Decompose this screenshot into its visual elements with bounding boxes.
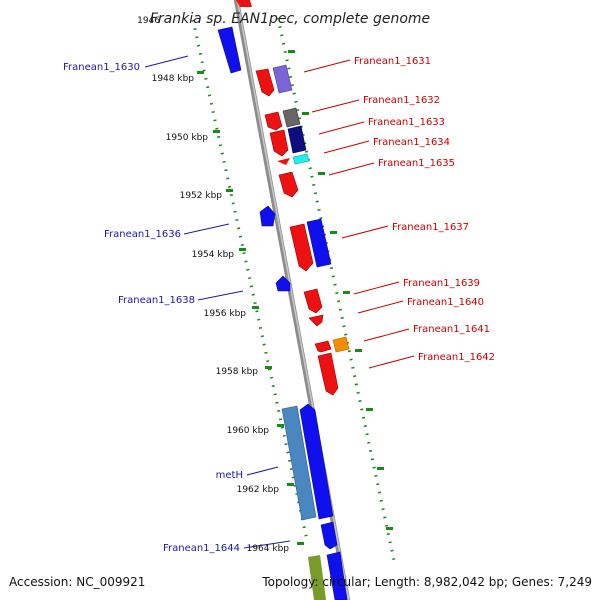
tick-mark <box>239 248 246 251</box>
gene-label-meth[interactable]: metH <box>216 470 243 481</box>
gene-block-franean1-1631[interactable] <box>272 64 293 94</box>
gene-block-franean1-1637a[interactable] <box>289 223 314 272</box>
tick-label-1962: 1962 kbp <box>237 485 280 495</box>
tick-label-1964: 1964 kbp <box>247 544 290 554</box>
leader-line <box>183 223 230 235</box>
leader-line <box>368 355 415 369</box>
gene-label-franean1-1641[interactable]: Franean1_1641 <box>413 324 490 335</box>
gene-block-franean1-1637[interactable] <box>306 218 332 268</box>
tick-mark <box>343 291 350 294</box>
tick-marks-left <box>197 71 304 545</box>
tick-mark <box>288 50 295 53</box>
tick-mark <box>226 189 233 192</box>
gene-block-meth[interactable] <box>281 405 317 521</box>
topology-text: Topology: circular; Length: 8,982,042 bp… <box>261 575 592 589</box>
tick-mark <box>265 366 272 369</box>
gene-label-franean1-1638[interactable]: Franean1_1638 <box>118 295 195 306</box>
tick-mark <box>287 483 294 486</box>
gene-block-blue-long[interactable] <box>299 403 334 520</box>
leader-line <box>323 140 370 154</box>
genome-title: Frankia sp. EAN1pec, complete genome <box>150 11 430 27</box>
gene-block-franean1-1632[interactable] <box>282 107 301 128</box>
gene-block-top-red[interactable] <box>236 0 252 7</box>
gene-block-franean1-1642[interactable] <box>317 352 339 396</box>
tick-mark <box>252 306 259 309</box>
leader-line <box>357 300 404 314</box>
tick-mark <box>302 112 309 115</box>
tick-mark <box>277 424 284 427</box>
leader-line <box>328 162 375 176</box>
gene-label-franean1-1630[interactable]: Franean1_1630 <box>63 62 140 73</box>
leader-line <box>243 540 291 549</box>
gene-block-franean1-1634[interactable] <box>287 125 307 154</box>
gene-block-franean1-1633[interactable] <box>269 129 289 157</box>
leader-line <box>311 99 360 113</box>
gene-block-franean1-1640[interactable] <box>308 314 324 327</box>
gene-block-franean1-1641[interactable] <box>332 336 350 353</box>
tick-label-1950: 1950 kbp <box>166 133 209 143</box>
gene-block-franean1-1638[interactable] <box>275 275 291 292</box>
tick-mark <box>355 349 362 352</box>
tick-label-1946: 1946 <box>137 16 160 26</box>
tick-mark <box>386 527 393 530</box>
gene-block-franean1-1636[interactable] <box>259 205 276 227</box>
leader-line <box>144 55 189 68</box>
tick-mark <box>377 467 384 470</box>
gene-label-franean1-1642[interactable]: Franean1_1642 <box>418 352 495 363</box>
accession-text: Accession: NC_009921 <box>9 575 145 589</box>
gene-block-franean1-1635[interactable] <box>292 153 310 165</box>
leader-line <box>246 466 279 476</box>
gene-label-franean1-1634[interactable]: Franean1_1634 <box>373 137 450 148</box>
gene-block-franean1-1631a[interactable] <box>255 68 275 97</box>
gene-label-franean1-1640[interactable]: Franean1_1640 <box>407 297 484 308</box>
gene-label-franean1-1637[interactable]: Franean1_1637 <box>392 222 469 233</box>
tick-mark <box>330 231 337 234</box>
tick-marks-right <box>288 50 393 530</box>
tick-label-1958: 1958 kbp <box>216 367 259 377</box>
gene-block-red-2[interactable] <box>278 171 299 198</box>
leader-line <box>353 281 400 295</box>
tick-mark <box>213 130 220 133</box>
gene-block-olive[interactable] <box>308 555 326 600</box>
leader-line <box>363 328 410 342</box>
tick-mark <box>197 71 204 74</box>
tick-label-1960: 1960 kbp <box>227 426 270 436</box>
gene-label-franean1-1635[interactable]: Franean1_1635 <box>378 158 455 169</box>
leader-line <box>318 121 365 135</box>
gene-label-franean1-1631[interactable]: Franean1_1631 <box>354 56 431 67</box>
gene-label-franean1-1639[interactable]: Franean1_1639 <box>403 278 480 289</box>
gene-block-franean1-1630[interactable] <box>217 26 242 74</box>
tick-label-1954: 1954 kbp <box>192 250 235 260</box>
tick-mark <box>318 172 325 175</box>
gene-label-franean1-1644[interactable]: Franean1_1644 <box>163 543 240 554</box>
gene-label-franean1-1636[interactable]: Franean1_1636 <box>104 229 181 240</box>
tick-mark <box>366 408 373 411</box>
tick-label-1952: 1952 kbp <box>180 191 223 201</box>
leader-line <box>341 225 389 239</box>
leader-lines-right <box>303 59 415 369</box>
gene-block-franean1-1639[interactable] <box>303 288 323 314</box>
gene-block-red-1[interactable] <box>264 111 283 131</box>
leader-line <box>197 290 244 301</box>
gene-block-red-3[interactable] <box>314 340 332 353</box>
gene-block-red-small[interactable] <box>277 158 290 165</box>
gene-block-blue-2[interactable] <box>326 551 348 600</box>
gene-block-blue-1[interactable] <box>320 521 338 550</box>
leader-lines-left <box>144 55 291 549</box>
tick-label-1948: 1948 kbp <box>152 74 195 84</box>
gene-label-franean1-1632[interactable]: Franean1_1632 <box>363 95 440 106</box>
tick-label-1956: 1956 kbp <box>204 309 247 319</box>
tick-mark <box>297 542 304 545</box>
gene-label-franean1-1633[interactable]: Franean1_1633 <box>368 117 445 128</box>
leader-line <box>303 59 351 73</box>
